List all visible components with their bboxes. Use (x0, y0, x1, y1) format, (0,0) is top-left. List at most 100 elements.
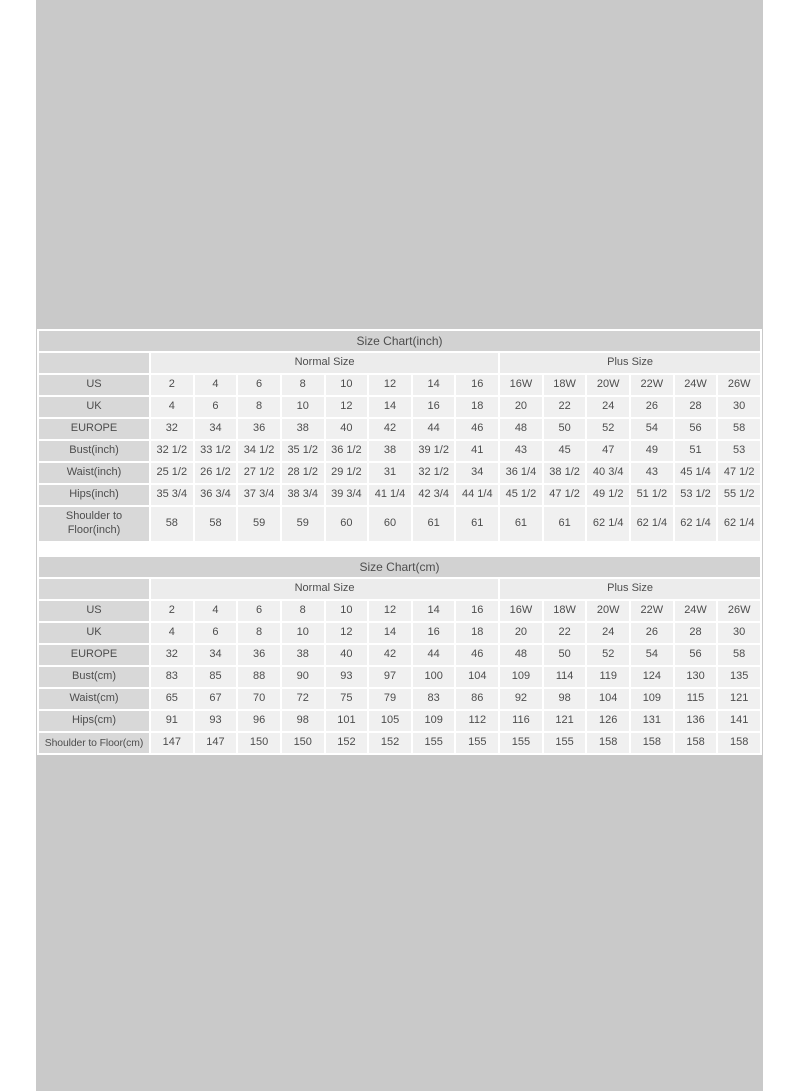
size-value-cell: 115 (674, 689, 717, 709)
size-value-cell: 86 (456, 689, 499, 709)
table-title: Size Chart(inch) (39, 331, 760, 351)
size-value-cell: 12 (369, 375, 411, 395)
size-value-cell: 48 (500, 645, 542, 665)
size-value-cell: 52 (587, 645, 630, 665)
size-value-cell: 93 (325, 667, 368, 687)
size-chart-tables: Size Chart(inch) Normal Size Plus Size US 2 4… (37, 329, 762, 755)
size-value-cell: 75 (325, 689, 368, 709)
size-value-cell: 14 (369, 623, 411, 643)
size-value-cell: 121 (543, 711, 586, 731)
row-label: Shoulder to Floor(cm) (39, 733, 149, 753)
size-value-cell: 16W (500, 375, 542, 395)
size-value-cell: 41 1/4 (369, 485, 411, 505)
size-value-cell: 155 (500, 733, 542, 753)
size-value-cell: 104 (587, 689, 630, 709)
size-value-cell: 150 (238, 733, 280, 753)
row-label: US (39, 601, 149, 621)
size-value-cell: 61 (412, 507, 455, 541)
size-value-cell: 155 (412, 733, 455, 753)
size-value-cell: 88 (238, 667, 280, 687)
size-value-cell: 26 1/2 (194, 463, 237, 483)
size-value-cell: 54 (631, 419, 673, 439)
size-value-cell: 24 (587, 397, 630, 417)
size-value-cell: 42 3/4 (412, 485, 455, 505)
size-value-cell: 28 1/2 (281, 463, 324, 483)
row-label: Waist(inch) (39, 463, 149, 483)
size-value-cell: 38 (369, 441, 411, 461)
size-value-cell: 135 (718, 667, 760, 687)
size-value-cell: 26 (631, 623, 673, 643)
size-value-cell: 98 (543, 689, 586, 709)
size-value-cell: 51 1/2 (631, 485, 673, 505)
size-value-cell: 42 (369, 419, 411, 439)
size-value-cell: 31 (369, 463, 411, 483)
table-row: Bust(cm) 83 85 88 90 93 97 100 104 109 114 119 124 13… (39, 667, 760, 687)
size-value-cell: 4 (151, 623, 193, 643)
size-value-cell: 18W (543, 375, 586, 395)
size-value-cell: 6 (238, 375, 280, 395)
size-value-cell: 37 3/4 (238, 485, 280, 505)
size-value-cell: 14 (412, 375, 455, 395)
row-label: Bust(inch) (39, 441, 149, 461)
size-value-cell: 14 (369, 397, 411, 417)
size-value-cell: 22 (543, 623, 586, 643)
column-group-row: Normal Size Plus Size (39, 579, 760, 599)
size-value-cell: 20 (500, 397, 542, 417)
size-value-cell: 109 (412, 711, 455, 731)
size-value-cell: 54 (631, 645, 673, 665)
size-value-cell: 24 (587, 623, 630, 643)
row-label: EUROPE (39, 645, 149, 665)
size-value-cell: 60 (369, 507, 411, 541)
table-title-row: Size Chart(inch) (39, 331, 760, 351)
size-value-cell: 22W (631, 601, 673, 621)
row-label: Hips(inch) (39, 485, 149, 505)
size-value-cell: 20W (587, 375, 630, 395)
size-value-cell: 34 1/2 (238, 441, 280, 461)
size-value-cell: 42 (369, 645, 411, 665)
row-label: US (39, 375, 149, 395)
size-value-cell: 26 (631, 397, 673, 417)
size-value-cell: 109 (500, 667, 542, 687)
size-value-cell: 58 (194, 507, 237, 541)
size-value-cell: 24W (674, 601, 717, 621)
size-value-cell: 93 (194, 711, 237, 731)
size-value-cell: 34 (456, 463, 499, 483)
size-value-cell: 70 (238, 689, 280, 709)
size-value-cell: 112 (456, 711, 499, 731)
size-value-cell: 62 1/4 (587, 507, 630, 541)
table-row: Waist(cm) 65 67 70 72 75 79 83 86 92 98 104 109 115 12… (39, 689, 760, 709)
size-value-cell: 38 (281, 419, 324, 439)
size-value-cell: 30 (718, 397, 760, 417)
size-value-cell: 32 (151, 419, 193, 439)
size-value-cell: 45 1/4 (674, 463, 717, 483)
size-value-cell: 101 (325, 711, 368, 731)
size-value-cell: 4 (151, 397, 193, 417)
size-value-cell: 92 (500, 689, 542, 709)
size-value-cell: 36 3/4 (194, 485, 237, 505)
size-value-cell: 52 (587, 419, 630, 439)
row-label: EUROPE (39, 419, 149, 439)
size-value-cell: 47 1/2 (718, 463, 760, 483)
size-value-cell: 61 (543, 507, 586, 541)
size-value-cell: 34 (194, 645, 237, 665)
table-row: EUROPE 32 34 36 38 40 42 44 46 48 50 52 54 56 58 (39, 419, 760, 439)
size-value-cell: 62 1/4 (718, 507, 760, 541)
size-value-cell: 6 (194, 397, 237, 417)
size-value-cell: 44 (412, 645, 455, 665)
row-label: Bust(cm) (39, 667, 149, 687)
column-group-label: Plus Size (500, 353, 760, 373)
size-value-cell: 109 (631, 689, 673, 709)
size-value-cell: 2 (151, 375, 193, 395)
size-value-cell: 27 1/2 (238, 463, 280, 483)
size-value-cell: 30 (718, 623, 760, 643)
size-value-cell: 10 (325, 601, 368, 621)
column-group-label: Plus Size (500, 579, 760, 599)
size-value-cell: 36 1/2 (325, 441, 368, 461)
size-value-cell: 14 (412, 601, 455, 621)
size-value-cell: 20W (587, 601, 630, 621)
size-value-cell: 36 1/4 (500, 463, 542, 483)
size-value-cell: 18W (543, 601, 586, 621)
size-value-cell: 62 1/4 (674, 507, 717, 541)
size-value-cell: 158 (631, 733, 673, 753)
size-value-cell: 58 (718, 645, 760, 665)
